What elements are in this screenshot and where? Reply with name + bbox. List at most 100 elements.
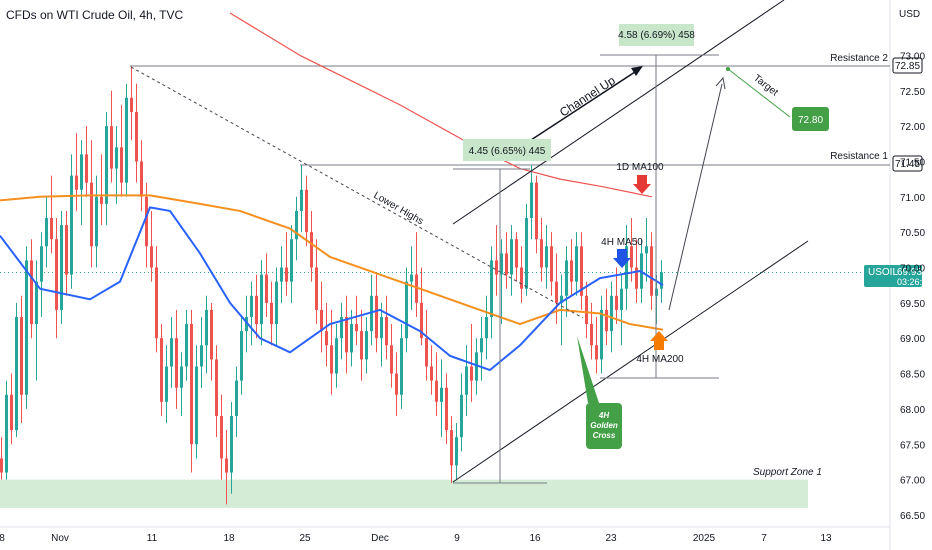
candle-body <box>560 295 563 303</box>
candle-body <box>570 260 573 282</box>
ma-line-4h-ma50 <box>0 206 664 372</box>
ma-line-4h-ma200 <box>0 194 664 331</box>
candle-body <box>340 316 343 339</box>
candle-body <box>90 182 93 247</box>
candle-body <box>195 366 198 445</box>
candle-body <box>240 331 243 381</box>
y-tick-label: 68.00 <box>900 405 925 416</box>
x-tick-label: 11 <box>147 533 158 544</box>
candle-body <box>75 175 78 190</box>
candle-body <box>335 338 338 374</box>
x-tick-label: 23 <box>605 533 617 544</box>
candle-body <box>55 239 58 310</box>
candle-body <box>575 246 578 282</box>
candle-body <box>545 246 548 268</box>
candle-body <box>420 302 423 339</box>
ma-line-1d-ma100 <box>229 12 653 198</box>
candle-body <box>105 126 108 204</box>
candle-body <box>140 161 143 197</box>
y-tick-label: 70.00 <box>900 264 925 275</box>
golden-cross-line-1: 4H <box>598 411 609 420</box>
candle-body <box>175 338 178 388</box>
candle-body <box>275 281 278 325</box>
candle-body <box>580 246 583 296</box>
candle-body <box>515 239 518 268</box>
measure-right-label: 4.58 (6.69%) 458 <box>618 30 695 41</box>
candle-body <box>600 309 603 360</box>
candle-body <box>210 309 213 360</box>
candle-body <box>125 97 128 183</box>
candle-body <box>590 324 593 346</box>
candle-body <box>250 295 253 317</box>
candle-body <box>525 218 528 289</box>
candle-body <box>185 324 188 367</box>
x-tick-label: 25 <box>299 533 311 544</box>
channel-up-arrow-head <box>631 66 643 76</box>
candle-body <box>440 387 443 402</box>
target-label: Target <box>751 73 780 99</box>
candle-body <box>265 274 268 303</box>
candle-body <box>190 324 193 445</box>
candle-body <box>230 415 233 473</box>
candle-body <box>500 253 503 275</box>
candle-body <box>635 267 638 289</box>
support-zone-label: Support Zone 1 <box>753 467 822 478</box>
candle-body <box>490 260 493 317</box>
candle-body <box>115 147 118 169</box>
candle-body <box>410 274 413 282</box>
candle-body <box>395 373 398 395</box>
y-tick-label: 71.50 <box>900 157 925 168</box>
candle-body <box>255 295 258 325</box>
candle-body <box>380 316 383 339</box>
candle-body <box>460 394 463 438</box>
candle-body <box>620 288 623 310</box>
candle-body <box>465 366 468 395</box>
channel-upper-line <box>452 0 785 225</box>
y-tick-label: 73.00 <box>900 51 925 62</box>
candle-body <box>100 196 103 204</box>
target-value-box <box>792 107 829 131</box>
candle-body <box>120 147 123 183</box>
candle-body <box>355 324 358 332</box>
candle-body <box>60 225 63 310</box>
candle-body <box>445 387 448 431</box>
candle-body <box>145 196 148 247</box>
golden-cross-line-2: Golden <box>590 421 618 430</box>
y-tick-label: 67.50 <box>900 440 925 451</box>
x-tick-label: 7 <box>761 533 767 544</box>
candle-body <box>305 189 308 233</box>
candle-body <box>310 232 313 268</box>
candle-body <box>15 316 18 431</box>
resistance-2-price-badge <box>892 57 923 74</box>
candle-body <box>150 246 153 268</box>
candle-body <box>80 154 83 190</box>
golden-cross-box <box>586 403 622 449</box>
candle-body <box>320 309 323 332</box>
last-price-badge <box>864 265 922 287</box>
candle-body <box>70 175 73 275</box>
resistance-1-price: 71.45 <box>895 159 920 170</box>
candle-body <box>585 295 588 325</box>
candle-body <box>260 274 263 325</box>
candle-body <box>470 366 473 381</box>
candle-body <box>165 366 168 402</box>
projection-arrow-head <box>715 76 726 90</box>
channel-up-arrow-line <box>530 69 639 141</box>
x-tick-label: Dec <box>371 533 389 544</box>
y-tick-label: 70.50 <box>900 228 925 239</box>
candle-body <box>615 295 618 310</box>
candle-body <box>630 246 633 268</box>
candle-body <box>110 126 113 169</box>
candle-body <box>220 415 223 459</box>
x-tick-label: 16 <box>529 533 541 544</box>
x-tick-label: 13 <box>820 533 832 544</box>
candle-body <box>435 380 438 402</box>
candle-body <box>45 218 48 247</box>
target-line <box>727 68 791 118</box>
x-tick-label: Nov <box>51 533 69 544</box>
ma50-arrow <box>613 249 631 268</box>
candle-body <box>565 260 568 296</box>
golden-cross-line-3: Cross <box>593 431 616 440</box>
candle-body <box>455 437 458 466</box>
